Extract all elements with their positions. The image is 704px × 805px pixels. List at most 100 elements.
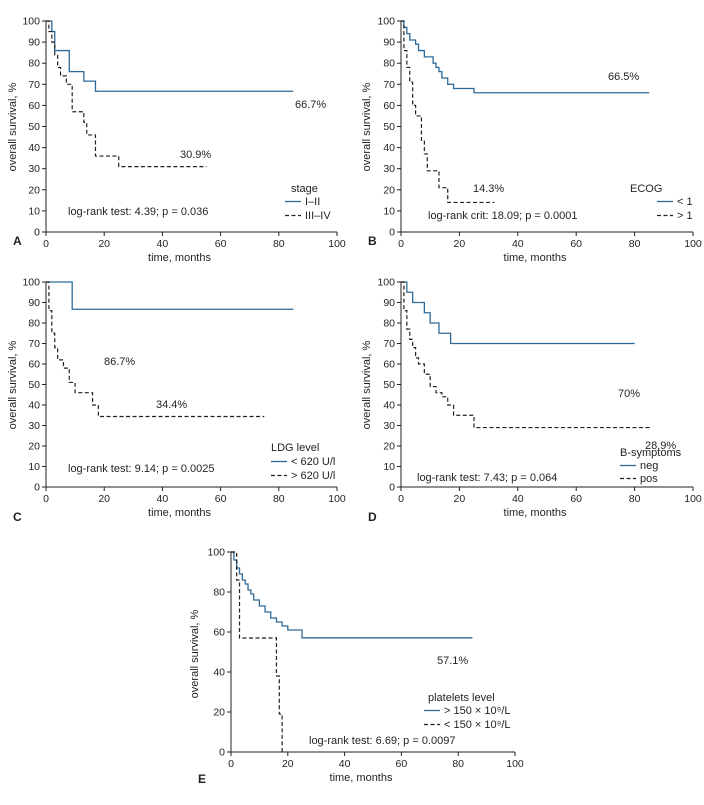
- series-line-0: [46, 281, 294, 310]
- y-tick-label: 100: [22, 277, 40, 289]
- y-tick-label: 70: [383, 338, 395, 350]
- legend-entry: > 1: [677, 210, 693, 222]
- x-tick-label: 60: [570, 493, 582, 505]
- series-line-1: [46, 281, 265, 418]
- y-tick-label: 30: [383, 420, 395, 432]
- log-rank-text: log-rank test: 4.39; p = 0.036: [68, 206, 208, 218]
- x-tick-label: 20: [98, 238, 110, 250]
- series-end-label: 14.3%: [473, 183, 504, 195]
- y-tick-label: 30: [28, 163, 40, 175]
- y-tick-label: 100: [377, 277, 395, 289]
- x-tick-label: 0: [43, 238, 49, 250]
- y-tick-label: 90: [383, 37, 395, 49]
- y-tick-label: 90: [28, 297, 40, 309]
- x-axis-title: time, months: [504, 252, 567, 264]
- series-end-label: 28.9%: [645, 440, 676, 452]
- x-tick-label: 80: [629, 238, 641, 250]
- y-tick-label: 30: [28, 420, 40, 432]
- y-tick-label: 60: [383, 359, 395, 371]
- y-tick-label: 0: [34, 227, 40, 239]
- x-tick-label: 40: [157, 493, 169, 505]
- log-rank-text: log-rank test: 7.43; p = 0.064: [417, 472, 557, 484]
- x-tick-label: 100: [684, 493, 702, 505]
- y-tick-label: 100: [22, 16, 40, 28]
- y-tick-label: 50: [28, 379, 40, 391]
- y-tick-label: 70: [28, 338, 40, 350]
- y-tick-label: 60: [28, 100, 40, 112]
- x-tick-label: 80: [629, 493, 641, 505]
- series-line-0: [46, 20, 294, 92]
- x-tick-label: 20: [282, 758, 294, 770]
- y-tick-label: 40: [28, 400, 40, 412]
- y-tick-label: 70: [28, 79, 40, 91]
- series-end-label: 30.9%: [180, 149, 211, 161]
- series-line-1: [401, 281, 650, 429]
- y-tick-label: 60: [213, 627, 225, 639]
- x-axis-title: time, months: [330, 772, 393, 784]
- series-end-label: 34.4%: [156, 399, 187, 411]
- y-tick-label: 20: [28, 184, 40, 196]
- x-axis-title: time, months: [504, 507, 567, 519]
- series-end-label: 70%: [618, 388, 640, 400]
- legend-title: ECOG: [630, 183, 662, 195]
- x-tick-label: 0: [43, 493, 49, 505]
- x-tick-label: 80: [452, 758, 464, 770]
- chart-panel-b: 0 20 40 60 80 100 0 10 20 30 40 50 60 70 80 90 100 time, …: [361, 16, 702, 265]
- x-axis-title: time, months: [148, 252, 211, 264]
- panel-label: C: [13, 510, 22, 524]
- y-tick-label: 100: [377, 16, 395, 28]
- legend-title: LDG level: [271, 442, 319, 454]
- x-tick-label: 40: [157, 238, 169, 250]
- y-tick-label: 20: [213, 707, 225, 719]
- legend-entry: I–II: [305, 196, 320, 208]
- y-tick-label: 40: [28, 142, 40, 154]
- chart-panel-e: 0 20 40 60 80 100 0 20 40 60 80 100 time, months over…: [189, 547, 524, 787]
- legend-entry: > 150 × 10⁹/L: [444, 705, 511, 717]
- x-tick-label: 40: [512, 238, 524, 250]
- y-axis-title: overall survival, %: [7, 340, 19, 429]
- y-tick-label: 60: [383, 100, 395, 112]
- log-rank-text: log-rank test: 6.69; p = 0.0097: [309, 735, 455, 747]
- y-tick-label: 80: [28, 58, 40, 70]
- legend-entry: neg: [640, 460, 658, 472]
- series-line-1: [231, 551, 283, 752]
- legend-title: platelets level: [428, 692, 495, 704]
- series-line-1: [46, 20, 207, 168]
- y-tick-label: 100: [207, 547, 225, 559]
- x-tick-label: 20: [454, 493, 466, 505]
- panel-label: B: [368, 234, 377, 248]
- y-tick-label: 0: [389, 482, 395, 494]
- y-tick-label: 30: [383, 163, 395, 175]
- panel-label: D: [368, 510, 377, 524]
- x-tick-label: 100: [506, 758, 524, 770]
- y-tick-label: 50: [383, 379, 395, 391]
- legend-entry: < 150 × 10⁹/L: [444, 719, 511, 731]
- chart-panel-c: 0 20 40 60 80 100 0 10 20 30 40 50 60 70 80 90 100 time, …: [7, 277, 346, 525]
- x-tick-label: 80: [273, 238, 285, 250]
- x-tick-label: 100: [328, 238, 346, 250]
- legend-title: B-symptoms: [620, 447, 682, 459]
- y-tick-label: 0: [389, 227, 395, 239]
- y-tick-label: 90: [28, 37, 40, 49]
- y-axis-title: overall survival, %: [7, 82, 19, 171]
- y-tick-label: 10: [28, 205, 40, 217]
- log-rank-text: log-rank crit: 18.09; p = 0.0001: [428, 210, 578, 222]
- y-tick-label: 90: [383, 297, 395, 309]
- x-tick-label: 60: [215, 493, 227, 505]
- y-tick-label: 40: [383, 142, 395, 154]
- x-tick-label: 0: [228, 758, 234, 770]
- legend-entry: pos: [640, 473, 658, 485]
- x-tick-label: 0: [398, 493, 404, 505]
- y-tick-label: 60: [28, 359, 40, 371]
- x-tick-label: 100: [684, 238, 702, 250]
- y-tick-label: 70: [383, 79, 395, 91]
- x-tick-label: 40: [512, 493, 524, 505]
- legend-entry: III–IV: [305, 210, 331, 222]
- chart-panel-a: 0 20 40 60 80 100 0 10 20 30 40 50 60 70 80 90 100 time, …: [7, 16, 346, 265]
- y-axis-title: overall survival, %: [361, 340, 373, 429]
- legend: ECOG < 1 > 1: [630, 183, 693, 222]
- x-axis-title: time, months: [148, 507, 211, 519]
